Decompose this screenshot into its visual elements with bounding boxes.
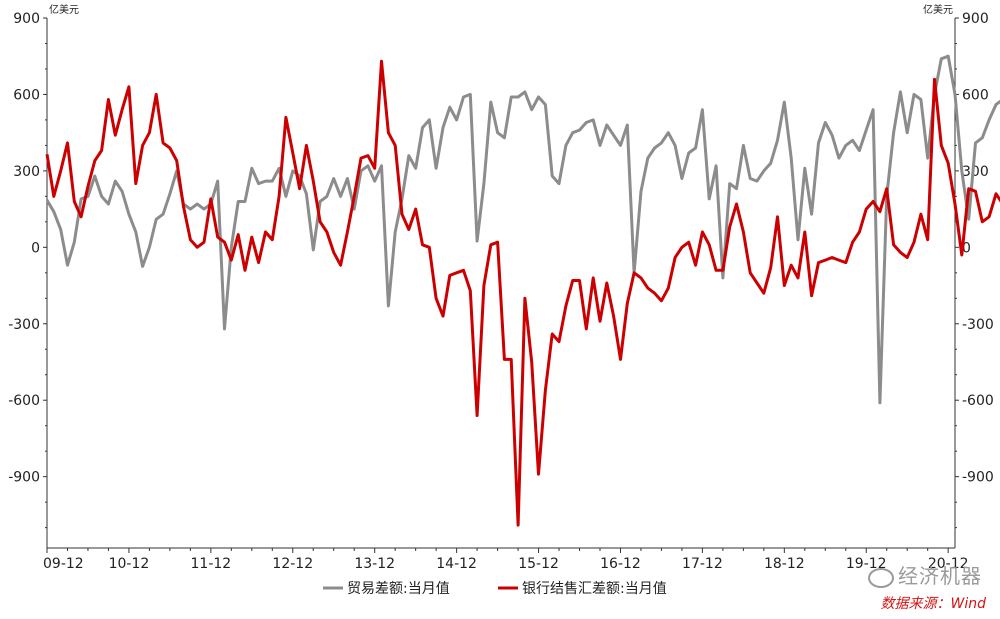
y-tick-label-left: -900 [8, 470, 40, 486]
x-tick-label: 16-12 [600, 556, 641, 572]
source-note: 数据来源：Wind [880, 596, 987, 612]
series-line-bank-fx-settlement [45, 59, 1000, 527]
x-tick-label: 14-12 [436, 556, 477, 572]
y-tick-label-left: -600 [8, 393, 40, 409]
y-tick-label-right: 900 [962, 11, 989, 27]
y-tick-label-left: -300 [8, 317, 40, 333]
watermark-text: 经济机器 [898, 564, 982, 588]
x-tick-label: 12-12 [272, 556, 313, 572]
legend-label: 贸易差额:当月值 [347, 581, 450, 597]
axes: -900 -900 -600 -600 -300 -300 0 0 300 300 600 600 90… [8, 3, 994, 572]
y-tick-label-right: -300 [962, 317, 994, 333]
y-tick-label-left: 600 [13, 87, 40, 103]
y-tick-label-left: 300 [13, 164, 40, 180]
series-layer [45, 54, 1000, 527]
x-tick-label: 17-12 [682, 556, 723, 572]
y-tick-label-right: 0 [962, 240, 971, 256]
x-tick-label: 10-12 [109, 556, 150, 572]
legend: 贸易差额:当月值 银行结售汇差额:当月值 [323, 581, 667, 597]
x-tick-label: 13-12 [354, 556, 395, 572]
x-tick-label: 09-12 [43, 556, 84, 572]
y-tick-label-right: -600 [962, 393, 994, 409]
y-tick-label-left: 0 [31, 240, 40, 256]
watermark: 经济机器 [868, 560, 982, 589]
y-unit-right: 亿美元 [923, 3, 953, 16]
x-tick-label: 18-12 [764, 556, 805, 572]
y-tick-label-right: -900 [962, 470, 994, 486]
wechat-icon [868, 567, 894, 588]
y-unit-left: 亿美元 [49, 3, 79, 16]
legend-label: 银行结售汇差额:当月值 [522, 581, 667, 597]
y-tick-label-right: 600 [962, 87, 989, 103]
x-tick-label: 20-12 [928, 556, 969, 572]
y-tick-label-right: 300 [962, 164, 989, 180]
y-tick-label-left: 900 [13, 11, 40, 27]
x-tick-label: 11-12 [191, 556, 232, 572]
x-tick-label: 15-12 [518, 556, 559, 572]
